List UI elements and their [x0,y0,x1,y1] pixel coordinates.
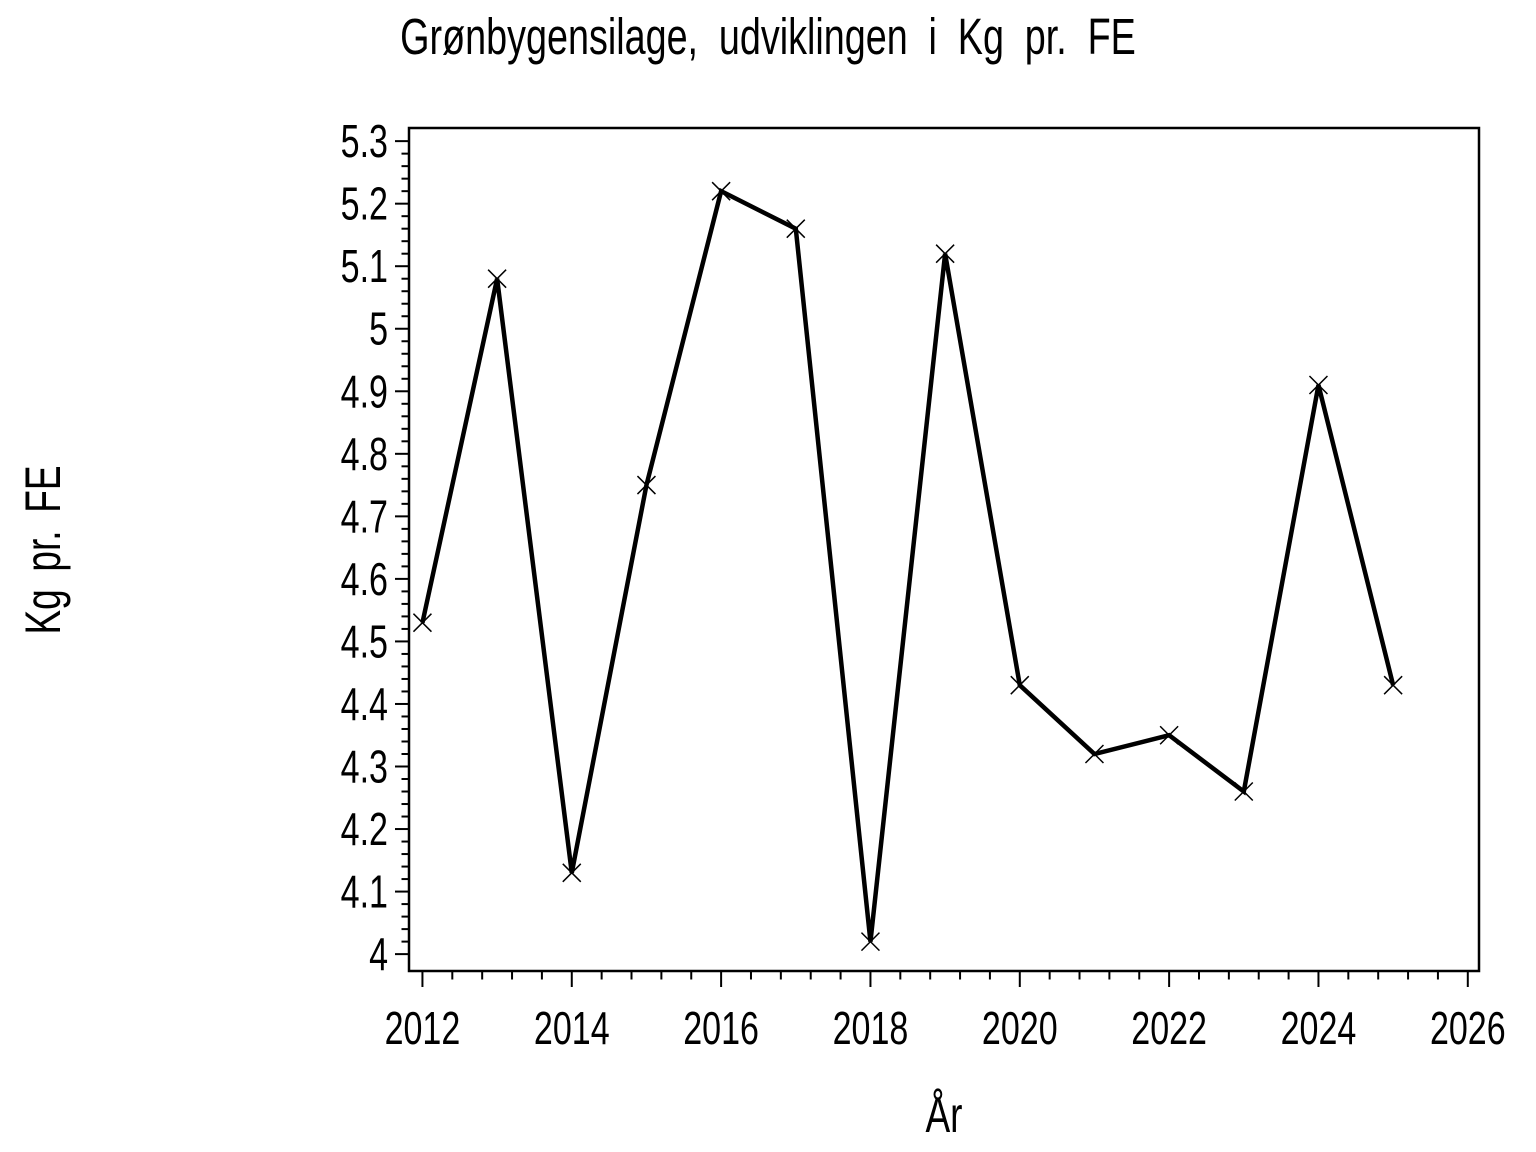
data-point-marker [786,219,806,239]
data-point-marker [636,475,656,495]
y-tick-label: 4.2 [341,803,388,855]
x-tick-label: 2024 [1281,1002,1357,1054]
data-point-marker [935,244,955,264]
y-tick-label: 5.2 [341,178,388,230]
data-point-marker [1383,675,1403,695]
y-tick-label: 4 [369,928,388,980]
data-point-marker [487,269,507,289]
x-tick-label: 2012 [385,1002,461,1054]
plot-area: 2012 2014 2016 2018 2020 2022 2024 2026 4 4.1 4.2 4… [341,115,1506,1054]
x-tick-label: 2016 [683,1002,759,1054]
data-point-marker [1010,675,1030,695]
y-tick-label: 5.3 [341,115,388,167]
x-tick-label: 2014 [534,1002,610,1054]
data-point-marker [1159,725,1179,745]
y-tick-label: 5 [369,303,388,355]
y-tick-label: 4.5 [341,615,388,667]
y-tick-label: 5.1 [341,240,388,292]
y-tick-label: 4.7 [341,490,388,542]
data-point-marker [860,932,880,952]
y-tick-label: 4.6 [341,553,388,605]
y-axis-title: Kg pr. FE [16,466,72,635]
data-point-marker [711,181,731,201]
data-point-marker [1308,375,1328,395]
data-point-marker [1084,744,1104,764]
y-tick-label: 4.3 [341,740,388,792]
y-tick-label: 4.9 [341,365,388,417]
x-tick-label: 2022 [1131,1002,1207,1054]
x-axis-title: År [926,1088,963,1144]
data-point-marker [562,863,582,883]
x-tick-label: 2018 [833,1002,909,1054]
x-tick-label: 2026 [1430,1002,1506,1054]
chart-title: Grønbygensilage, udviklingen i Kg pr. FE [400,7,1136,65]
data-line [420,187,1396,942]
y-tick-label: 4.4 [341,678,388,730]
y-tick-label: 4.8 [341,428,388,480]
data-point-marker [412,613,432,633]
x-tick-label: 2020 [982,1002,1058,1054]
y-tick-label: 4.1 [341,866,388,918]
data-point-marker [1234,781,1254,802]
